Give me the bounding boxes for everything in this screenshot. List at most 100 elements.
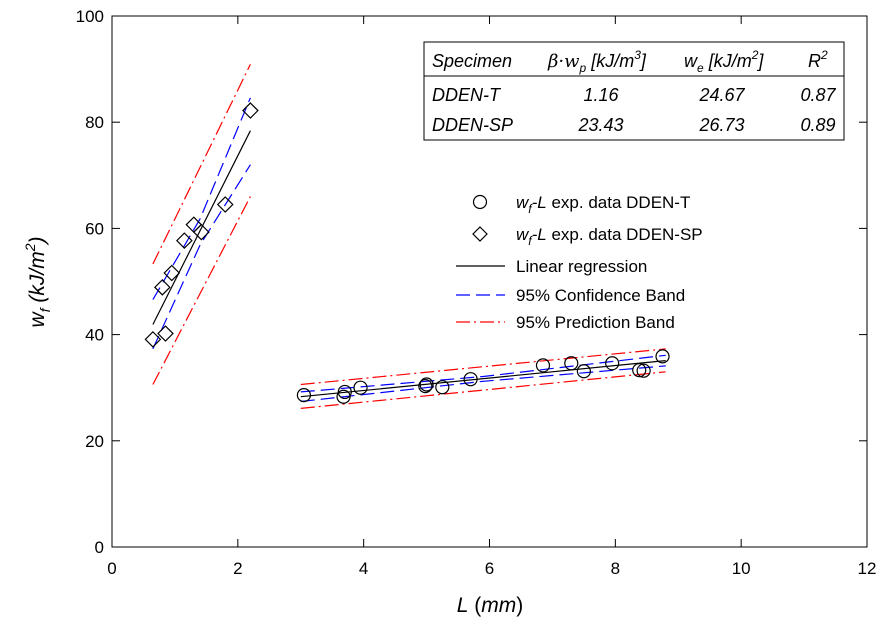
table-row-1-specimen: DDEN-SP: [432, 115, 513, 135]
data-point-diamond: [216, 196, 234, 213]
series-1-prediction-lower-line: [152, 196, 251, 385]
legend-circle-rest: exp. data DDEN-T: [547, 193, 691, 212]
axis-ticks: 0 2 4 6 8 10 12 0 20 40 60 80 100: [76, 7, 877, 578]
table-header-we: we [kJ/m2]: [684, 48, 764, 75]
table-header-bwp-close: ]: [639, 51, 647, 71]
data-point-circle: [463, 372, 478, 387]
legend-regression-label: Linear regression: [516, 257, 647, 276]
y-tick-label: 100: [76, 7, 104, 26]
data-point-circle: [418, 379, 433, 394]
series-0-regression-line: [300, 360, 666, 398]
data-markers: [144, 102, 670, 404]
table-header-r2: R2: [808, 48, 828, 71]
data-point-circle: [605, 356, 620, 371]
data-point-diamond: [157, 325, 174, 342]
table-header-we-sub: e: [697, 61, 704, 75]
y-axis-unit: (kJ/m: [26, 251, 49, 302]
legend-diamond-rest: exp. data DDEN-SP: [547, 225, 703, 244]
y-axis-var: w: [26, 311, 49, 328]
y-tick-label: 20: [85, 432, 104, 451]
x-tick-label: 6: [485, 559, 494, 578]
x-tick-label: 0: [107, 559, 116, 578]
legend-prediction-label: 95% Prediction Band: [516, 313, 675, 332]
x-axis-unit: (: [474, 594, 481, 617]
legend-item-circle: wf-L exp. data DDEN-T: [472, 193, 690, 216]
y-tick-label: 80: [85, 113, 104, 132]
x-tick-label: 10: [732, 559, 751, 578]
data-point-circle: [337, 384, 352, 400]
table-header-we-text: w: [684, 51, 698, 71]
table-header-bwp-text: β·w: [547, 51, 580, 72]
table-header-we-unit: [kJ/m: [704, 51, 752, 71]
legend-confidence-label: 95% Confidence Band: [516, 286, 685, 305]
x-tick-label: 12: [858, 559, 877, 578]
series-1-regression-line: [152, 130, 251, 325]
data-point-circle: [632, 363, 647, 378]
x-axis-unit-close: ): [516, 594, 523, 617]
data-point-circle: [353, 380, 368, 395]
y-axis-close: ): [26, 236, 49, 246]
data-point-circle: [535, 358, 551, 373]
series-1-prediction-upper-line: [152, 64, 251, 265]
table-row-0-r2: 0.87: [800, 85, 836, 105]
y-tick-label: 0: [95, 538, 104, 557]
legend-item-regression: Linear regression: [456, 257, 647, 276]
regression-bands: [152, 64, 666, 409]
legend-circle-sub: f: [528, 202, 533, 216]
table-row-1-bwp: 23.43: [577, 115, 623, 135]
table-header-we-close: ]: [756, 51, 764, 71]
legend-diamond-marker: [472, 226, 488, 242]
legend-circle-var2: -L: [532, 193, 547, 212]
data-point-circle: [636, 363, 651, 378]
data-point-diamond: [144, 331, 162, 348]
results-table: Specimen β·wp [kJ/m3] we [kJ/m2] R2 DDEN…: [423, 41, 845, 141]
legend-item-diamond: wf-L exp. data DDEN-SP: [472, 225, 703, 248]
series-0-confidence-lower-line: [300, 365, 666, 403]
data-point-circle: [564, 356, 579, 371]
x-tick-label: 2: [233, 559, 242, 578]
table-header-bwp-sub: p: [579, 61, 587, 75]
legend-diamond-var2: -L: [532, 225, 547, 244]
data-point-diamond: [153, 278, 171, 296]
series-0-prediction-upper-line: [300, 348, 666, 386]
x-tick-label: 8: [611, 559, 620, 578]
y-axis-label-text: wf (kJ/m2): [22, 236, 53, 327]
data-point-diamond: [192, 223, 210, 241]
series-1-confidence-lower-line: [152, 164, 251, 350]
table-header-we-sup: 2: [751, 48, 759, 62]
legend-circle-label: wf-L exp. data DDEN-T: [516, 193, 690, 216]
table-header-bwp-sup: 3: [634, 48, 641, 62]
table-header-bwp-unit: [kJ/m: [586, 51, 634, 71]
data-point-circle: [435, 380, 450, 395]
series-0-prediction-lower-line: [300, 371, 666, 409]
data-point-diamond: [176, 232, 193, 249]
table-header-r2-text: R: [808, 51, 821, 71]
legend-circle-var: w: [516, 193, 530, 212]
x-axis-unit-text: mm: [481, 594, 516, 617]
y-axis-sup: 2: [22, 243, 38, 252]
table-header-bwp: β·wp [kJ/m3]: [547, 48, 647, 75]
plot-area: 0 2 4 6 8 10 12 0 20 40 60 80 100: [76, 7, 877, 578]
data-point-circle: [576, 364, 591, 379]
legend: wf-L exp. data DDEN-T wf-L exp. data DDE…: [456, 193, 703, 332]
legend-diamond-var: w: [516, 225, 530, 244]
data-point-circle: [296, 388, 311, 403]
data-point-circle: [655, 349, 670, 364]
data-point-diamond: [163, 264, 181, 282]
data-point-circle: [419, 377, 434, 392]
data-point-diamond: [242, 102, 259, 119]
legend-item-prediction: 95% Prediction Band: [456, 313, 675, 332]
y-tick-label: 40: [85, 326, 104, 345]
legend-diamond-sub: f: [528, 234, 533, 248]
x-tick-label: 4: [359, 559, 368, 578]
y-axis-label: wf (kJ/m2): [22, 236, 53, 327]
x-axis-var: L: [457, 594, 469, 617]
x-axis-label: L (mm): [457, 594, 524, 617]
table-header-specimen: Specimen: [432, 51, 512, 71]
y-tick-label: 60: [85, 219, 104, 238]
series-1-confidence-upper-line: [152, 97, 251, 300]
table-frame: [423, 41, 845, 141]
table-row-0-we: 24.67: [698, 85, 745, 105]
y-axis-sub: f: [37, 306, 53, 312]
